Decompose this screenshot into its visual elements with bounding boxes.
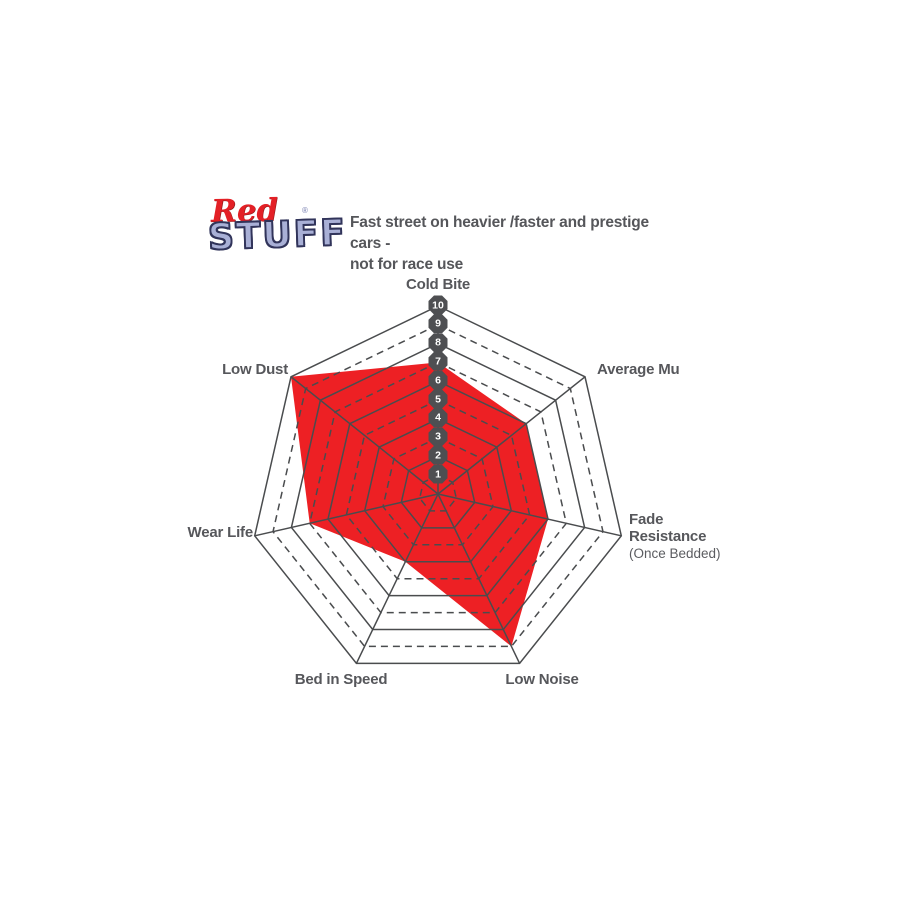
axis-spoke [355, 493, 439, 664]
axis-label-text: Bed in Speed [294, 671, 388, 688]
axis-label-text: Average Mu [597, 361, 680, 378]
axis-spoke [437, 493, 521, 664]
redstuff-logo: Red ® STUFF [205, 192, 348, 272]
axis-label-wear-life: Wear Life [140, 524, 254, 541]
axis-label-text: Low Noise [505, 671, 579, 688]
axis-spoke [254, 493, 439, 537]
axis-label-fade-resistance: Fade Resistance (Once Bedded) [629, 511, 721, 562]
axis-spoke [437, 493, 622, 537]
axis-label-text: Cold Bite [405, 276, 471, 293]
axis-spoke [290, 376, 439, 495]
axis-label-low-dust: Low Dust [178, 361, 288, 378]
radar-data-polygon [291, 362, 548, 647]
axis-label-bed-in-speed: Bed in Speed [295, 671, 388, 688]
axis-sublabel-text: (Once Bedded) [629, 546, 721, 561]
product-description: Fast street on heavier /faster and prest… [350, 212, 680, 275]
registered-trademark-icon: ® [302, 206, 308, 215]
axis-spoke [437, 376, 586, 495]
description-line-1: Fast street on heavier /faster and prest… [350, 214, 649, 252]
axis-label-text: Wear Life [187, 524, 254, 541]
axis-label-text: Fade Resistance [629, 511, 707, 545]
axis-label-average-mu: Average Mu [597, 361, 680, 378]
axis-label-low-noise: Low Noise [505, 671, 578, 688]
axis-label-cold-bite: Cold Bite [406, 276, 470, 293]
description-line-2: not for race use [350, 256, 464, 273]
axis-label-text: Low Dust [222, 361, 288, 378]
